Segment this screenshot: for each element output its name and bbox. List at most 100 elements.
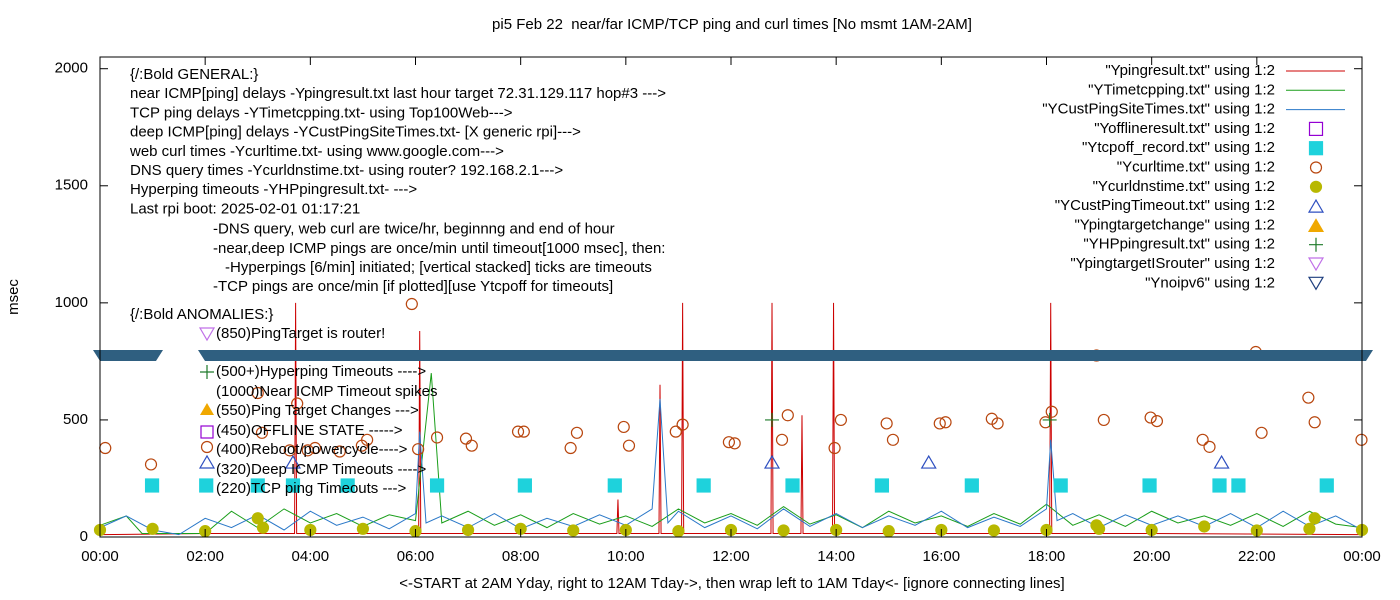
marker-circle [617,420,630,434]
anomaly-text: (400)Reboot/powercycle----> [216,441,408,458]
marker-circle [567,524,580,537]
marker-square [285,478,301,493]
marker-target-change [200,403,214,415]
marker-square [429,478,445,493]
marker-circle [939,416,952,429]
legend-label: "Ycurltime.txt" using 1:2 [1117,158,1275,175]
note-text: Hyperping timeouts -YHPpingresult.txt- -… [130,181,417,198]
note-text: -TCP pings are once/min [if plotted][use… [213,278,613,295]
marker-router [198,327,216,342]
marker-square [964,478,979,493]
note-text: -Hyperpings [6/min] initiated; [vertical… [225,259,652,276]
marker-circle [1198,520,1211,533]
note-text: deep ICMP[ping] delays -YCustPingSiteTim… [130,124,581,141]
x-tick-label: 00:00 [81,548,119,565]
legend-label: "YCustPingTimeout.txt" using 1:2 [1055,197,1275,214]
note-text: -near,deep ICMP pings are once/min until… [213,240,665,257]
marker-triangle [920,454,937,469]
marker-triangle [1307,218,1325,232]
marker-circle [301,444,314,457]
marker-circle [291,397,304,410]
x-tick-label: 20:00 [1133,548,1171,565]
y-tick-label: 1500 [55,177,88,194]
marker-square [785,478,800,493]
marker-circle [256,521,270,534]
marker-triangle-down [1307,257,1325,272]
marker-circle [1255,426,1268,439]
y-tick-label: 2000 [55,60,88,77]
x-axis-label: <-START at 2AM Yday, right to 12AM Tday-… [399,575,1064,592]
marker-circle [1092,522,1106,535]
marker-circle [991,417,1004,430]
marker-plus [1309,237,1323,252]
marker-circle [144,458,158,471]
anomaly-markers [198,327,216,469]
marker-square [1319,478,1334,493]
marker-circle [405,297,418,311]
x-tick-label: 02:00 [186,548,224,565]
legend-label: "Ynoipv6" using 1:2 [1145,274,1275,291]
legend-label: "YTimetcpping.txt" using 1:2 [1088,81,1275,98]
legend-label: "YCustPingSiteTimes.txt" using 1:2 [1042,101,1275,118]
marker-circle [517,425,530,438]
marker-circle [1309,161,1323,174]
marker-circle [564,441,577,455]
marker-circle [412,443,425,456]
x-tick-label: 04:00 [292,548,330,565]
x-tick-label: 06:00 [397,548,435,565]
anomaly-text: (450)OFFLINE STATE -----> [216,422,403,439]
marker-circle [570,426,584,439]
marker-square [1053,478,1068,493]
legend-label: "YpingtargetISrouter" using 1:2 [1070,255,1275,272]
marker-triangle [763,454,781,469]
y-tick-label: 0 [80,528,88,545]
legend-label: "Ypingresult.txt" using 1:2 [1105,62,1275,79]
marker-circle [251,512,264,525]
x-tick-label: 16:00 [923,548,961,565]
marker-square [1231,478,1246,493]
note-text: -DNS query, web curl are twice/hr, begin… [213,221,615,238]
marker-plus [1042,412,1057,427]
note-text: {/:Bold GENERAL:} [130,66,258,83]
marker-circle [669,425,682,438]
marker-circle [1150,414,1164,428]
marker-circle [1097,413,1110,427]
marker-circle [987,524,1001,537]
marker-circle [1308,416,1321,429]
x-tick-label: 22:00 [1238,548,1276,565]
marker-circle [1144,411,1157,424]
legend-label: "YHPpingresult.txt" using 1:2 [1083,236,1275,253]
marker-circle [622,439,636,452]
marker-circle [146,522,159,535]
plot-area [93,297,1369,538]
legend-label: "Ytcpoff_record.txt" using 1:2 [1082,139,1275,156]
timeout-band [93,350,1373,361]
marker-square [607,478,622,493]
y-tick-label: 1000 [55,294,88,311]
marker-triangle [284,454,302,469]
marker-circle [828,441,841,455]
marker-triangle [1307,198,1325,213]
marker-circle [1203,440,1216,453]
marker-circle [251,386,264,400]
marker-circle [775,433,789,446]
note-text: web curl times -Ycurltime.txt- using www… [129,143,504,160]
note-text: near ICMP[ping] delays -Ypingresult.txt … [130,85,666,102]
marker-square [340,478,355,493]
marker-square [1212,478,1227,493]
marker-circle [461,523,475,537]
anomaly-text: (500+)Hyperping Timeouts ----> [216,363,426,380]
x-tick-label: 08:00 [502,548,540,565]
marker-circle [728,437,741,450]
x-tick-label: 10:00 [607,548,645,565]
marker-plus [765,412,780,427]
marker-square [696,478,711,493]
marker-circle [933,417,946,430]
note-text: Last rpi boot: 2025-02-01 01:17:21 [130,200,360,217]
marker-circle [676,418,689,431]
marker-triangle-down [1307,276,1325,291]
marker-reboot [200,440,214,454]
anomaly-text: (320)Deep ICMP Timeouts ----> [216,461,426,478]
marker-circle [722,436,735,449]
